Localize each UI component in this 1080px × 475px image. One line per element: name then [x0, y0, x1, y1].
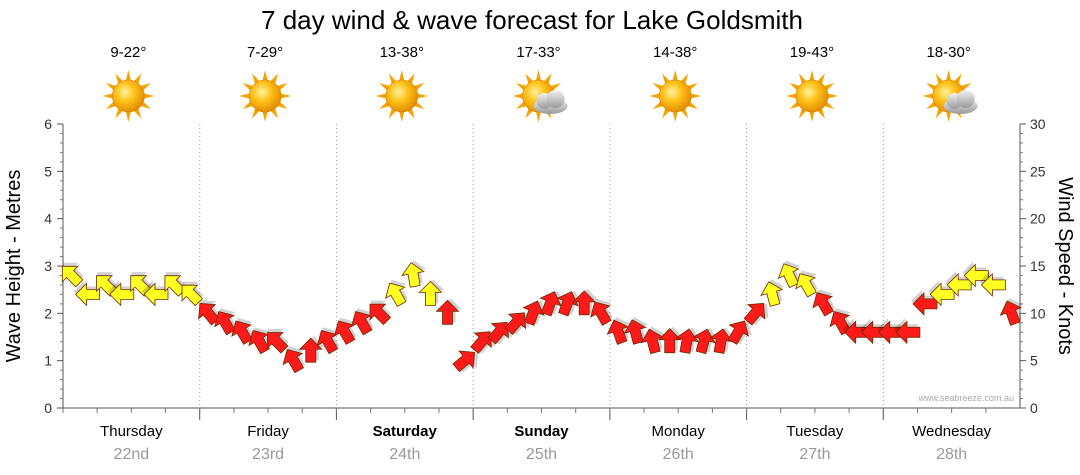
wind-arrow — [709, 327, 736, 354]
wind-arrow — [130, 272, 152, 297]
wind-arrow — [556, 290, 582, 317]
left-tick-label: 1 — [44, 353, 52, 369]
date-label: 27th — [799, 446, 830, 463]
day-label: Monday — [652, 423, 706, 440]
date-label: 23rd — [252, 446, 284, 463]
day-label: Thursday — [100, 423, 163, 440]
temperature-range: 7-29° — [247, 44, 283, 61]
wind-arrow — [606, 317, 631, 345]
wind-arrow — [692, 327, 719, 355]
right-tick-label: 5 — [1030, 353, 1038, 369]
left-axis-ticks: 0 1 2 3 4 5 6 — [44, 116, 63, 416]
right-tick-label: 25 — [1030, 163, 1046, 179]
left-tick-label: 2 — [44, 305, 52, 321]
partly-cloudy-icon — [922, 70, 978, 122]
sunny-icon — [785, 70, 838, 122]
wind-arrow — [812, 289, 835, 317]
wind-arrow — [743, 302, 769, 326]
wind-arrow — [452, 350, 479, 373]
left-tick-label: 3 — [44, 258, 52, 274]
wind-arrow — [979, 270, 1006, 297]
wind-arrow — [675, 327, 702, 354]
right-axis-ticks: 0 5 10 15 20 25 30 — [1020, 116, 1046, 416]
wind-arrow — [522, 300, 548, 326]
sunny-icon — [375, 70, 428, 122]
wind-arrow — [350, 308, 374, 336]
temperature-range: 18-30° — [926, 44, 970, 61]
sunny-icon — [239, 70, 292, 122]
grid-lines — [62, 124, 987, 420]
right-tick-label: 15 — [1030, 258, 1046, 274]
wind-arrow — [623, 317, 648, 345]
left-tick-label: 0 — [44, 400, 52, 416]
temperature-range: 14-38° — [653, 44, 697, 61]
right-tick-label: 0 — [1030, 400, 1038, 416]
day-label: Tuesday — [786, 423, 843, 440]
wind-arrow — [999, 298, 1024, 326]
plot-area — [62, 124, 1021, 409]
date-label: 25th — [526, 446, 557, 463]
wind-arrow — [333, 317, 357, 345]
right-tick-label: 20 — [1030, 211, 1046, 227]
date-label: 26th — [663, 446, 694, 463]
wind-arrow — [385, 279, 408, 307]
sunny-icon — [649, 70, 702, 122]
right-tick-label: 30 — [1030, 116, 1046, 132]
day-label: Saturday — [373, 423, 438, 440]
x-axis-day-labels: Thursday 22nd Friday 23rd Saturday 24th Sunday… — [100, 423, 992, 463]
wind-arrow — [760, 279, 785, 307]
day-label: Sunday — [514, 423, 569, 440]
wind-arrow — [727, 320, 753, 345]
wind-arrow — [316, 327, 340, 355]
wind-arrow — [418, 279, 445, 306]
day-label: Wednesday — [912, 423, 991, 440]
wind-arrow — [657, 326, 684, 354]
day-label: Friday — [247, 423, 289, 440]
right-axis-label: Wind Speed - Knots — [1054, 177, 1076, 355]
sunny-icon — [102, 70, 155, 122]
left-tick-label: 5 — [44, 163, 52, 179]
temperature-range: 17-33° — [516, 44, 560, 61]
wind-arrow — [893, 318, 921, 345]
temperature-range: 9-22° — [110, 44, 146, 61]
wind-arrow — [590, 298, 613, 326]
wind-arrow — [267, 328, 289, 354]
credit-text: www.seabreeze.com.au — [917, 393, 1014, 403]
date-label: 28th — [936, 446, 967, 463]
wind-arrow — [435, 298, 462, 325]
wind-arrow — [401, 260, 427, 288]
chart-title: 7 day wind & wave forecast for Lake Gold… — [261, 5, 803, 35]
left-tick-label: 6 — [44, 116, 52, 132]
temperature-range: 13-38° — [380, 44, 424, 61]
wind-arrow — [96, 272, 118, 297]
temperature-range: 19-43° — [790, 44, 834, 61]
right-tick-label: 10 — [1030, 305, 1046, 321]
left-axis-label: Wave Height - Metres — [3, 170, 25, 363]
wind-arrow — [61, 262, 84, 288]
wind-arrow — [282, 346, 306, 374]
wind-arrow-series — [61, 260, 1024, 374]
daily-weather-row: 9-22° 7-29° 13-38° 17-33° 14-38° 19-43° 18-30° — [102, 44, 978, 122]
wind-arrow — [795, 270, 818, 298]
wind-arrow — [640, 326, 666, 355]
wind-arrow — [181, 281, 204, 307]
date-label: 22nd — [114, 446, 150, 463]
partly-cloudy-icon — [512, 70, 568, 122]
wind-arrow — [962, 261, 989, 288]
left-tick-label: 4 — [44, 211, 52, 227]
wind-arrow — [539, 290, 565, 317]
wind-arrow — [777, 260, 801, 289]
wind-arrow — [369, 300, 392, 326]
wind-arrow — [572, 288, 599, 316]
date-label: 24th — [389, 446, 420, 463]
